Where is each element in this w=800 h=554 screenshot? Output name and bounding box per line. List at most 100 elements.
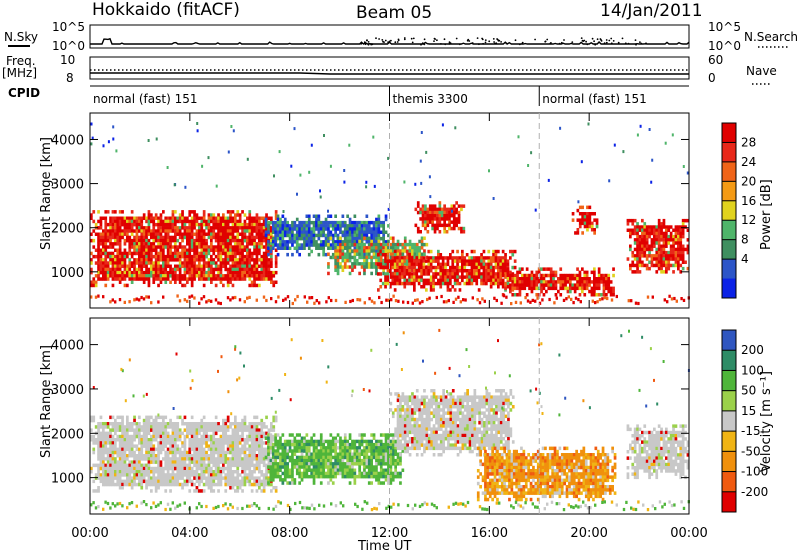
data-cell — [147, 428, 151, 432]
data-cell — [265, 251, 268, 256]
data-cell — [181, 264, 184, 268]
data-cell — [324, 252, 328, 257]
data-cell — [140, 454, 144, 458]
data-cell — [641, 250, 644, 255]
data-cell — [480, 265, 483, 270]
scatter-cell — [500, 301, 503, 305]
data-cell — [202, 431, 206, 436]
data-cell — [295, 217, 299, 222]
data-cell — [643, 225, 647, 229]
data-cell — [150, 232, 153, 236]
data-cell — [348, 242, 352, 247]
data-cell — [420, 275, 423, 279]
data-cell — [351, 236, 354, 241]
data-cell — [214, 473, 218, 477]
scatter-cell — [265, 298, 268, 303]
data-cell — [138, 428, 141, 432]
data-cell — [253, 226, 256, 230]
data-cell — [660, 254, 663, 258]
data-cell — [198, 454, 201, 458]
data-cell — [238, 274, 242, 278]
data-cell — [226, 277, 230, 281]
data-cell — [92, 229, 96, 233]
data-cell — [401, 252, 405, 256]
data-cell — [114, 473, 117, 477]
data-cell — [339, 224, 342, 228]
data-cell — [312, 220, 316, 225]
data-cell — [97, 425, 100, 429]
data-cell — [142, 418, 146, 423]
data-cell — [473, 256, 476, 260]
data-cell — [310, 249, 313, 254]
data-cell — [226, 466, 230, 471]
data-cell — [154, 466, 158, 471]
data-cell — [126, 415, 129, 420]
data-cell — [674, 254, 678, 258]
data-cell — [358, 252, 361, 256]
data-cell — [116, 425, 120, 429]
data-cell — [226, 222, 230, 227]
data-cell — [605, 283, 608, 287]
data-cell — [375, 252, 378, 256]
data-cell — [626, 218, 630, 223]
data-cell — [336, 271, 340, 276]
data-cell — [636, 250, 639, 255]
data-cell — [186, 270, 189, 275]
data-cell — [274, 210, 278, 214]
data-cell — [276, 236, 280, 241]
speckle-cell — [580, 160, 583, 164]
data-cell — [415, 269, 419, 273]
data-cell — [281, 220, 285, 225]
data-cell — [660, 231, 663, 236]
data-cell — [176, 450, 180, 455]
data-cell — [130, 438, 134, 442]
scatter-cell — [601, 297, 604, 301]
data-cell — [212, 213, 216, 217]
data-cell — [540, 280, 543, 284]
nsearch-dot — [387, 41, 389, 44]
data-cell — [386, 281, 390, 286]
data-cell — [295, 233, 299, 238]
data-cell — [212, 267, 216, 272]
data-cell — [398, 275, 402, 279]
data-cell — [94, 489, 98, 493]
data-cell — [157, 283, 160, 288]
data-cell — [229, 264, 232, 268]
data-cell — [111, 454, 115, 458]
data-cell — [162, 219, 165, 224]
data-cell — [142, 457, 146, 461]
data-cell — [389, 262, 392, 267]
data-cell — [121, 219, 124, 224]
data-cell — [513, 283, 517, 287]
data-cell — [183, 277, 187, 281]
data-cell — [190, 261, 194, 265]
data-cell — [449, 278, 452, 283]
data-cell — [677, 260, 680, 264]
data-cell — [159, 473, 163, 477]
data-cell — [408, 281, 411, 286]
data-cell — [283, 246, 287, 250]
data-cell — [650, 238, 654, 242]
data-cell — [535, 277, 539, 281]
data-cell — [391, 265, 395, 270]
speckle-cell — [492, 197, 495, 200]
data-cell — [355, 262, 359, 266]
data-cell — [636, 241, 639, 245]
data-cell — [106, 463, 110, 468]
data-cell — [226, 258, 230, 262]
data-cell — [348, 224, 352, 228]
data-cell — [162, 470, 165, 474]
data-cell — [128, 274, 132, 278]
data-cell — [334, 233, 337, 238]
data-cell — [210, 216, 213, 220]
data-cell — [181, 254, 184, 259]
data-cell — [157, 235, 160, 240]
data-cell — [303, 227, 306, 231]
data-cell — [138, 447, 141, 452]
data-cell — [351, 224, 354, 228]
data-cell — [150, 415, 153, 420]
data-cell — [353, 242, 357, 247]
data-cell — [279, 233, 282, 238]
data-cell — [355, 252, 359, 256]
data-cell — [417, 275, 421, 279]
